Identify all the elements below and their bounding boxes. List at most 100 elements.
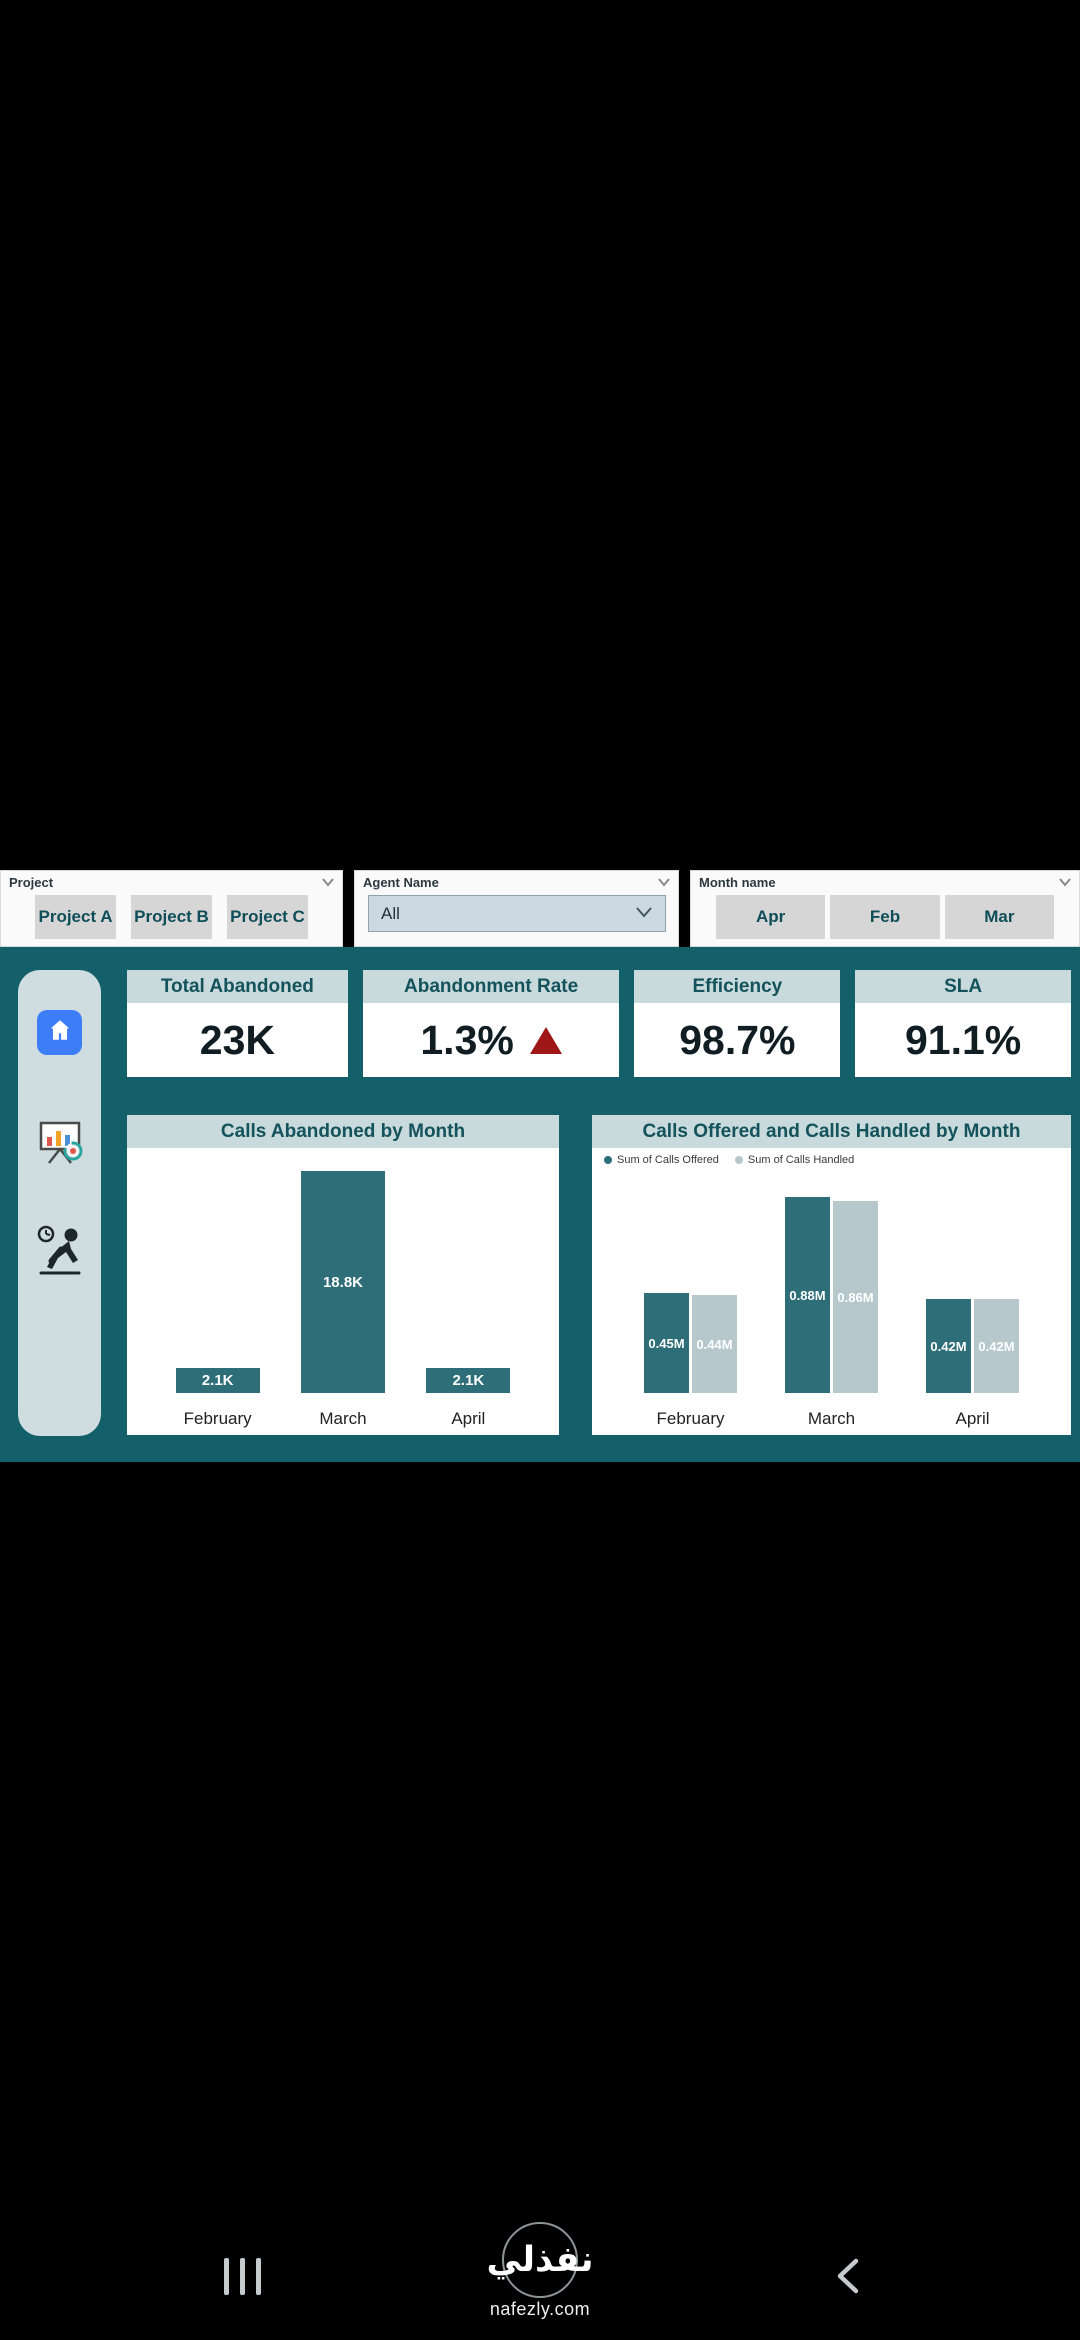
chevron-down-icon (635, 905, 653, 923)
chart-plot-area: 2.1K 18.8K 2.1K February March April (127, 1148, 559, 1435)
chart-legend: Sum of Calls Offered Sum of Calls Handled (604, 1154, 854, 1166)
bar-value-label: 0.86M (837, 1289, 874, 1305)
bar-february[interactable]: 0.45M (644, 1293, 689, 1393)
kpi-value: 1.3% (420, 1016, 514, 1063)
x-axis-label: February (183, 1409, 252, 1428)
x-axis-label: April (451, 1409, 486, 1428)
watermark: نفذلي nafezly.com (0, 2222, 1080, 2320)
legend-item: Sum of Calls Handled (734, 1154, 855, 1166)
chevron-down-icon[interactable] (321, 874, 335, 887)
project-options: Project A Project B Project C (9, 895, 334, 939)
bar-march[interactable]: 0.88M (785, 1197, 830, 1393)
bar-column: 2.1K (155, 1157, 280, 1393)
legend-item: Sum of Calls Offered (604, 1154, 719, 1166)
recents-icon-bar (224, 2258, 229, 2295)
bar-value-label: 2.1K (452, 1372, 485, 1389)
report-page-button[interactable] (35, 1119, 85, 1167)
kpi-row: Total Abandoned 23K Abandonment Rate 1.3… (127, 970, 1071, 1077)
bar-value-label: 0.42M (978, 1338, 1015, 1354)
bar-april[interactable]: 2.1K (426, 1368, 511, 1393)
chart-title: Calls Abandoned by Month (127, 1115, 559, 1148)
month-filter-mar[interactable]: Mar (944, 895, 1054, 939)
chevron-down-icon[interactable] (1058, 874, 1072, 887)
bar-february[interactable]: 0.44M (692, 1295, 737, 1393)
bar-april[interactable]: 0.42M (974, 1299, 1019, 1393)
project-filter-project-a[interactable]: Project A (35, 895, 116, 939)
bi-dashboard: Project Project A Project B Project C Agen… (0, 870, 1080, 1462)
brand-site: nafezly.com (489, 2299, 591, 2319)
back-button[interactable] (834, 2257, 860, 2300)
agent-page-button[interactable] (33, 1223, 87, 1279)
bar-value-label: 0.45M (648, 1335, 685, 1351)
month-filter-apr[interactable]: Apr (716, 895, 826, 939)
recents-icon-bar (256, 2258, 261, 2295)
kpi-value: 91.1% (904, 1016, 1022, 1063)
kpi-card-total-abandoned: Total Abandoned 23K (127, 970, 348, 1077)
dashboard-body: Total Abandoned 23K Abandonment Rate 1.3… (0, 947, 1080, 1462)
bar-group-february: 0.45M 0.44M (620, 1181, 761, 1393)
home-icon (47, 1017, 73, 1048)
bar-value-label: 0.44M (696, 1336, 733, 1352)
bar-february[interactable]: 2.1K (175, 1368, 260, 1393)
x-axis-label: February (656, 1409, 725, 1428)
legend-dot-icon (604, 1156, 612, 1164)
bar-plot: 0.45M 0.44M 0.88M 0.86M 0.42M 0.42M (620, 1181, 1043, 1393)
project-filter-project-b[interactable]: Project B (131, 895, 212, 939)
kpi-title: Efficiency (634, 970, 841, 1003)
bar-value-label: 2.1K (201, 1372, 234, 1389)
kpi-title: Total Abandoned (127, 970, 348, 1003)
month-filter-feb[interactable]: Feb (830, 895, 940, 939)
legend-label: Sum of Calls Handled (747, 1154, 855, 1166)
bar-march[interactable]: 18.8K (300, 1171, 385, 1393)
chart-calls-abandoned: Calls Abandoned by Month 2.1K 18.8K 2.1K F… (127, 1115, 559, 1435)
project-slicer: Project Project A Project B Project C (0, 870, 343, 947)
bar-april[interactable]: 0.42M (926, 1299, 971, 1393)
bar-column: 2.1K (406, 1157, 531, 1393)
project-filter-project-c[interactable]: Project C (227, 895, 308, 939)
bar-value-label: 18.8K (322, 1273, 363, 1291)
working-person-icon (33, 1221, 87, 1282)
chart-title: Calls Offered and Calls Handled by Month (592, 1115, 1071, 1148)
home-button[interactable] (37, 1010, 82, 1055)
agent-dropdown-value: All (381, 903, 400, 923)
bar-plot: 2.1K 18.8K 2.1K (155, 1157, 531, 1393)
x-axis-labels: February March April (155, 1409, 531, 1429)
project-slicer-label: Project (9, 875, 54, 890)
recents-icon-bar (240, 2258, 245, 2295)
presentation-chart-icon (35, 1117, 85, 1170)
chart-plot-area: Sum of Calls Offered Sum of Calls Handled… (592, 1148, 1071, 1435)
trend-up-icon (529, 1026, 562, 1054)
kpi-card-sla: SLA 91.1% (855, 970, 1071, 1077)
month-slicer: Month name Apr Feb Mar (690, 870, 1080, 947)
brand-name: نفذلي (486, 2240, 594, 2280)
x-axis-label: April (955, 1409, 990, 1428)
brand-logo-circle: نفذلي (486, 2222, 594, 2298)
agent-slicer-label: Agent Name (363, 875, 439, 890)
kpi-value: 98.7% (679, 1016, 796, 1063)
bar-value-label: 0.42M (930, 1338, 967, 1354)
chevron-down-icon[interactable] (657, 874, 671, 887)
charts-row: Calls Abandoned by Month 2.1K 18.8K 2.1K F… (127, 1115, 1071, 1435)
legend-dot-icon (734, 1156, 743, 1164)
back-icon (834, 2258, 860, 2299)
bar-group-march: 0.88M 0.86M (761, 1181, 902, 1393)
month-options: Apr Feb Mar (699, 895, 1071, 939)
x-axis-label: March (319, 1409, 367, 1428)
bar-group-april: 0.42M 0.42M (902, 1181, 1043, 1393)
filter-row: Project Project A Project B Project C Agen… (0, 870, 1080, 947)
kpi-card-abandonment-rate: Abandonment Rate 1.3% (362, 970, 620, 1077)
agent-dropdown[interactable]: All (368, 895, 666, 932)
kpi-value: 23K (199, 1016, 275, 1063)
x-axis-labels: February March April (620, 1409, 1043, 1429)
kpi-title: SLA (855, 970, 1071, 1003)
bar-march[interactable]: 0.86M (833, 1201, 878, 1393)
legend-label: Sum of Calls Offered (617, 1154, 719, 1166)
agent-slicer: Agent Name All (354, 870, 679, 947)
month-slicer-label: Month name (699, 875, 776, 890)
bar-value-label: 0.88M (789, 1287, 826, 1303)
x-axis-label: March (807, 1409, 856, 1428)
kpi-title: Abandonment Rate (362, 970, 620, 1003)
chart-calls-offered-handled: Calls Offered and Calls Handled by Month… (592, 1115, 1071, 1435)
recents-button[interactable] (224, 2258, 261, 2295)
